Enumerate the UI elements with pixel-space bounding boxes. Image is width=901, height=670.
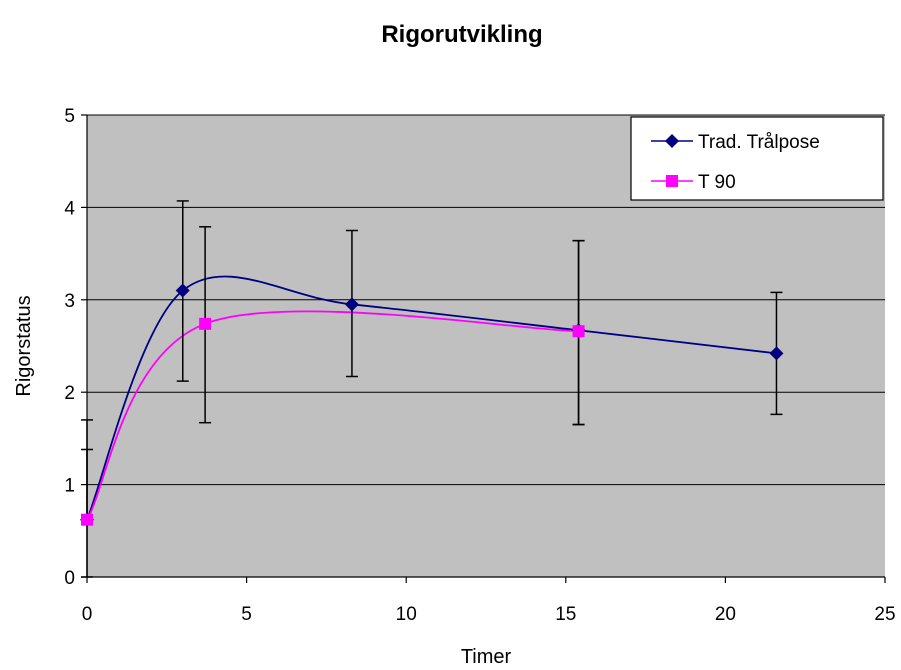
x-tick-label: 10	[396, 604, 417, 625]
legend-box	[630, 116, 884, 201]
data-point-square	[572, 325, 585, 338]
data-point-diamond	[344, 297, 359, 312]
legend-label-trad: Trad. Trålpose	[698, 132, 820, 153]
y-tick-label: 4	[64, 198, 75, 219]
x-tick-label: 5	[241, 604, 252, 625]
data-point-square	[81, 513, 93, 526]
chart-title: Rigorutvikling	[381, 21, 542, 48]
x-axis-ticks: 0 5 10 15 20 25	[82, 577, 896, 625]
legend-marker-t90	[666, 175, 678, 187]
legend: Trad. Trålpose T 90	[630, 116, 884, 201]
x-tick-label: 20	[715, 604, 736, 625]
legend-label-t90: T 90	[698, 172, 736, 193]
series-markers	[80, 283, 784, 527]
x-axis-label: Timer	[461, 646, 512, 668]
x-tick-label: 0	[82, 604, 93, 625]
y-tick-label: 5	[64, 106, 75, 127]
data-point-square	[199, 317, 212, 330]
x-tick-label: 25	[874, 604, 895, 625]
series-line-1	[86, 310, 579, 521]
x-tick-label: 15	[555, 604, 576, 625]
y-tick-label: 0	[64, 568, 75, 589]
gridlines	[87, 114, 885, 486]
y-axis-label: Rigorstatus	[13, 295, 35, 396]
legend-marker-trad	[665, 134, 679, 148]
y-tick-label: 2	[64, 383, 75, 404]
y-tick-label: 1	[64, 476, 75, 497]
data-point-diamond	[175, 283, 190, 298]
data-point-diamond	[769, 346, 784, 361]
y-tick-label: 3	[64, 291, 75, 312]
